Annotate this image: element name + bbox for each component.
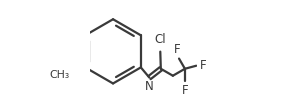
Text: CH₃: CH₃ (50, 70, 70, 80)
Text: F: F (200, 59, 206, 72)
Text: N: N (145, 80, 154, 93)
Text: Cl: Cl (154, 33, 166, 46)
Text: F: F (182, 84, 188, 97)
Text: F: F (174, 43, 180, 56)
